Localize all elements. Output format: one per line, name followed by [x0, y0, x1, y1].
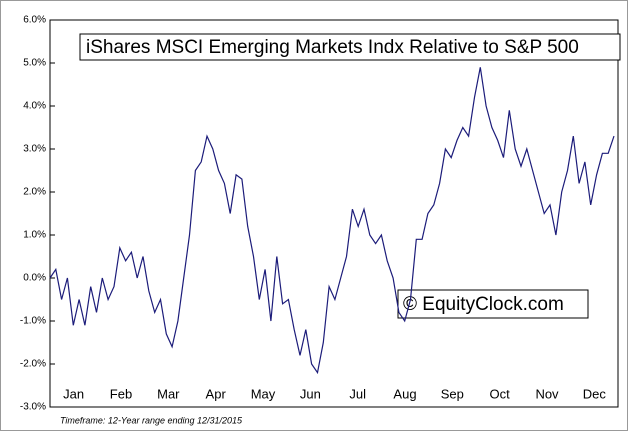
title-box	[79, 33, 621, 61]
x-tick-label: Oct	[490, 386, 511, 401]
y-tick-label: 2.0%	[23, 187, 46, 198]
y-tick-label: 5.0%	[23, 58, 46, 69]
x-tick-label: Apr	[206, 386, 227, 401]
x-tick-label: Mar	[157, 386, 180, 401]
x-tick-label: Aug	[393, 386, 416, 401]
x-tick-label: Feb	[110, 386, 132, 401]
x-tick-label: Jan	[63, 386, 84, 401]
line	[49, 67, 615, 375]
x-tick-label: Jun	[300, 386, 321, 401]
footnote: Timeframe: 12-Year range ending 12/31/20…	[60, 415, 243, 425]
y-tick-label: 6.0%	[23, 15, 46, 26]
chart-title: iShares MSCI Emerging Markets Indx Relat…	[86, 37, 579, 58]
y-tick-label: -1.0%	[20, 316, 46, 327]
watermark: © EquityClock.com	[403, 294, 564, 315]
y-tick-label: -2.0%	[20, 359, 46, 370]
y-tick-label: 3.0%	[23, 144, 46, 155]
x-tick-label: Nov	[535, 386, 559, 401]
x-tick-label: Sep	[441, 386, 464, 401]
x-tick-label: May	[251, 386, 276, 401]
y-tick-label: 4.0%	[23, 101, 46, 112]
y-tick-label: -3.0%	[20, 402, 46, 413]
y-tick-label: 1.0%	[23, 230, 46, 241]
x-tick-label: Dec	[583, 386, 607, 401]
watermark-box	[397, 289, 589, 319]
y-tick-label: 0.0%	[23, 273, 46, 284]
plot-area	[49, 19, 619, 408]
x-tick-label: Jul	[349, 386, 366, 401]
